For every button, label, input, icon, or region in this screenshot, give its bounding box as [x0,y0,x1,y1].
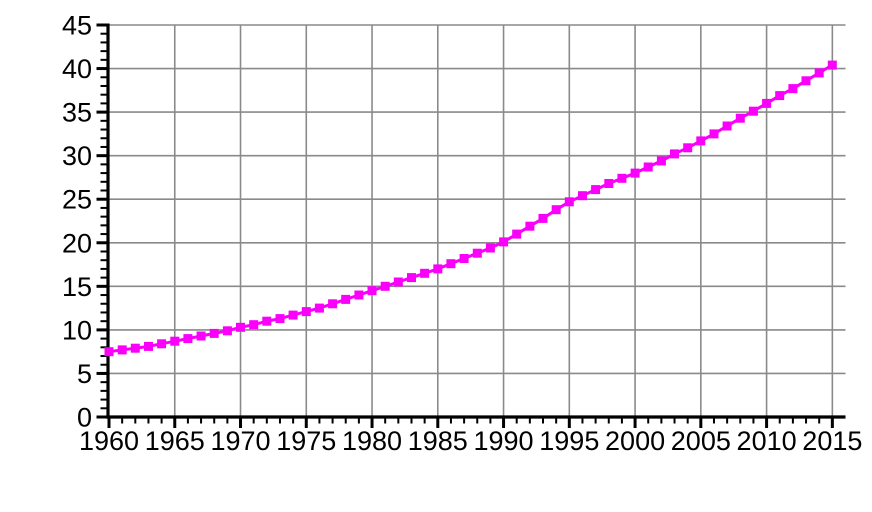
data-point-marker [393,277,403,287]
data-point-marker [446,259,456,269]
data-point-marker [288,310,298,320]
data-point-marker [407,273,416,283]
y-tick-label: 35 [62,98,92,128]
data-point-marker [314,303,324,313]
data-point-marker [722,121,732,131]
data-point-marker [551,205,561,215]
data-point-marker [222,326,232,336]
y-tick-label: 25 [62,185,92,215]
x-tick-label: 2005 [671,426,731,456]
data-point-marker [275,314,285,324]
data-point-marker [472,248,482,258]
data-point-marker [485,243,495,253]
data-point-marker [683,143,693,153]
data-point-marker [328,299,338,309]
data-point-marker [801,76,811,86]
y-tick-label: 20 [62,228,92,258]
data-point-marker [827,60,837,70]
y-tick-label: 0 [77,403,92,433]
data-point-marker [617,173,627,183]
x-tick-label: 2010 [737,426,797,456]
data-point-marker [788,84,798,94]
x-tick-label: 2000 [605,426,665,456]
data-point-marker [262,316,272,326]
x-tick-label: 1985 [408,426,468,456]
data-point-marker [196,331,206,341]
y-tick-label: 30 [62,141,92,171]
y-tick-label: 5 [77,359,92,389]
data-point-marker [341,294,351,304]
x-tick-label: 1960 [79,426,139,456]
data-point-marker [183,334,193,344]
data-point-marker [696,136,706,146]
data-point-marker [104,347,114,357]
x-tick-label: 1995 [539,426,599,456]
y-tick-label: 45 [62,11,92,41]
data-point-marker [656,156,666,166]
data-point-marker [512,229,522,239]
data-point-marker [604,179,614,188]
y-tick-label: 15 [62,272,92,302]
data-point-marker [525,221,535,231]
data-point-marker [433,264,443,274]
data-point-marker [301,307,311,317]
data-point-marker [735,113,745,123]
data-point-marker [249,320,259,330]
data-point-marker [459,254,469,263]
x-tick-label: 1975 [276,426,336,456]
data-point-marker [157,339,167,349]
data-point-marker [709,129,719,139]
data-point-marker [170,336,180,346]
data-point-marker [499,237,509,247]
x-tick-label: 1980 [342,426,402,456]
data-point-marker [367,286,377,296]
x-tick-label: 1965 [145,426,205,456]
data-point-marker [578,191,587,201]
data-point-marker [354,290,364,300]
data-point-marker [630,168,640,178]
x-tick-label: 1990 [474,426,534,456]
data-point-marker [762,98,772,108]
data-point-marker [591,185,601,195]
x-tick-label: 1970 [210,426,270,456]
data-point-marker [814,68,824,78]
data-point-marker [564,197,574,207]
data-point-marker [643,162,653,172]
data-point-marker [380,281,390,291]
data-point-marker [670,149,679,159]
y-tick-label: 40 [62,54,92,84]
data-point-marker [209,328,219,338]
data-point-marker [130,343,140,353]
x-tick-label: 2015 [802,426,862,456]
data-point-marker [420,268,430,278]
data-point-marker [775,91,785,101]
data-point-marker [117,345,127,355]
data-point-marker [236,322,245,332]
data-point-marker [538,213,548,223]
y-tick-label: 10 [62,315,92,345]
data-point-marker [748,106,758,116]
data-point-marker [144,341,153,351]
